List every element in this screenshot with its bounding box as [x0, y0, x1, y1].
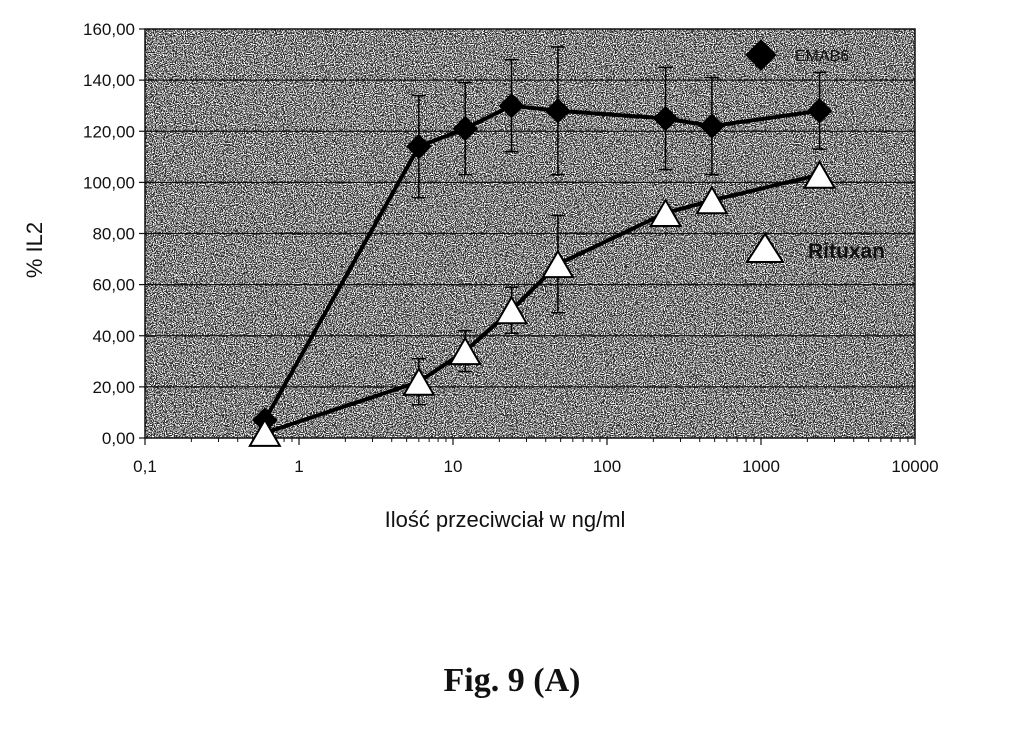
legend-label-rituxan: Rituxan	[808, 240, 885, 263]
y-tick-label: 0,00	[102, 429, 135, 448]
data-point-triangle	[648, 198, 683, 228]
series-rituxan	[248, 159, 837, 447]
data-point-triangle	[402, 366, 436, 396]
y-tick-label: 140,00	[83, 71, 135, 90]
axes: 0,00 20,00 40,00 60,00 80,00 100,00 120,00 140,…	[83, 20, 939, 476]
legend-marker-rituxan	[745, 232, 785, 263]
series-emab6	[252, 46, 833, 433]
legend-label-emab6: EMAB6	[795, 48, 849, 65]
data-point-triangle	[695, 185, 729, 215]
data-point-diamond	[545, 98, 571, 124]
grid-lines	[145, 79, 915, 388]
figure-caption: Fig. 9 (A)	[443, 662, 581, 699]
data-point-diamond	[452, 115, 478, 142]
data-point-diamond	[806, 98, 833, 124]
series-layer	[248, 46, 837, 447]
y-tick-label: 80,00	[92, 225, 135, 244]
x-tick-label: 100	[593, 457, 621, 476]
x-axis-title: Ilość przeciwciał w ng/ml	[385, 507, 626, 532]
x-tick-label: 1	[294, 457, 303, 476]
x-tick-label: 0,1	[133, 457, 157, 476]
legend: EMAB6 Rituxan	[745, 39, 885, 263]
data-point-triangle	[448, 336, 482, 366]
data-point-diamond	[406, 133, 432, 160]
data-point-diamond	[498, 92, 525, 119]
y-axis-title: % IL2	[22, 222, 47, 278]
x-tick-label: 10000	[891, 457, 938, 476]
y-tick-label: 100,00	[83, 173, 135, 192]
legend-marker-emab6	[745, 39, 777, 71]
y-tick-label: 120,00	[83, 122, 135, 141]
data-point-triangle	[541, 249, 575, 279]
y-tick-label: 20,00	[92, 378, 135, 397]
data-point-diamond	[652, 105, 679, 132]
data-point-triangle	[802, 159, 837, 189]
y-tick-label: 40,00	[92, 327, 135, 346]
data-point-triangle	[494, 295, 529, 325]
data-point-diamond	[699, 113, 725, 139]
x-tick-label: 10	[444, 457, 463, 476]
y-tick-label: 60,00	[92, 276, 135, 295]
x-tick-label: 1000	[742, 457, 780, 476]
y-tick-label: 160,00	[83, 20, 135, 39]
data-point-triangle	[248, 417, 282, 447]
